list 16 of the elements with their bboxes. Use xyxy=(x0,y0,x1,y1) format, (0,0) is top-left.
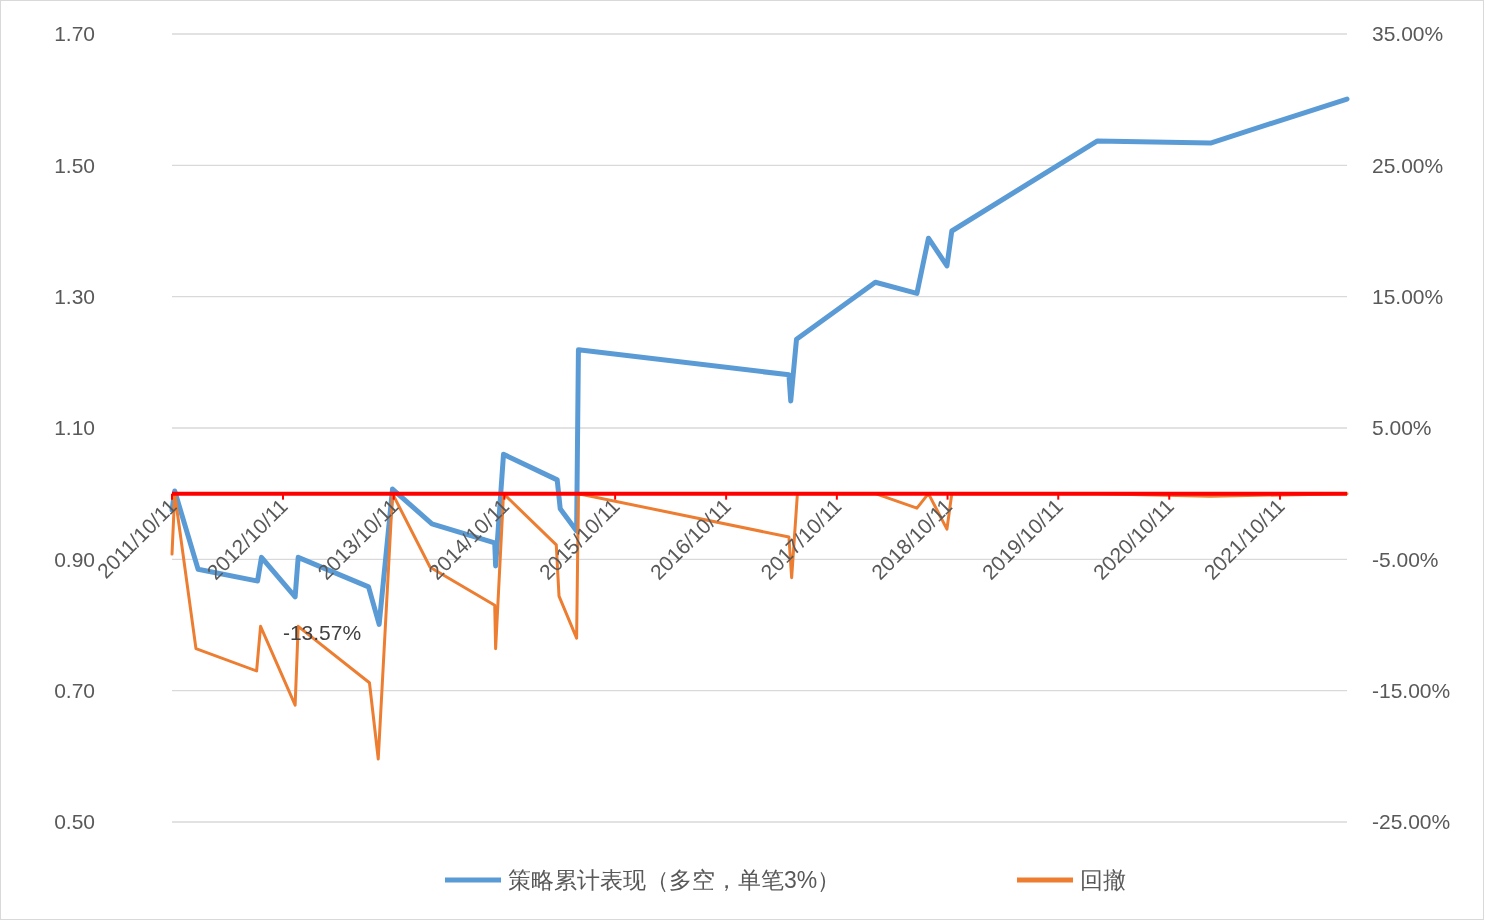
y-tick-label: 1.10 xyxy=(54,416,95,440)
y2-tick-label: 25.00% xyxy=(1372,153,1444,177)
y-tick-label: 1.70 xyxy=(54,22,95,46)
y2-tick-label: -25.00% xyxy=(1372,810,1451,834)
legend-label: 回撤 xyxy=(1080,867,1126,894)
y-tick-label: 0.90 xyxy=(54,547,95,571)
y2-tick-label: 5.00% xyxy=(1372,416,1432,440)
y2-tick-label: -15.00% xyxy=(1372,679,1451,703)
y-tick-label: 0.50 xyxy=(54,810,95,834)
y-tick-label: 1.50 xyxy=(54,153,95,177)
y2-tick-label: -5.00% xyxy=(1372,547,1439,571)
y-tick-label: 0.70 xyxy=(54,679,95,703)
y-tick-label: 1.30 xyxy=(54,285,95,309)
y2-tick-label: 15.00% xyxy=(1372,285,1444,309)
legend-label: 策略累计表现（多空，单笔3%） xyxy=(508,867,841,894)
y2-tick-label: 35.00% xyxy=(1372,22,1444,46)
